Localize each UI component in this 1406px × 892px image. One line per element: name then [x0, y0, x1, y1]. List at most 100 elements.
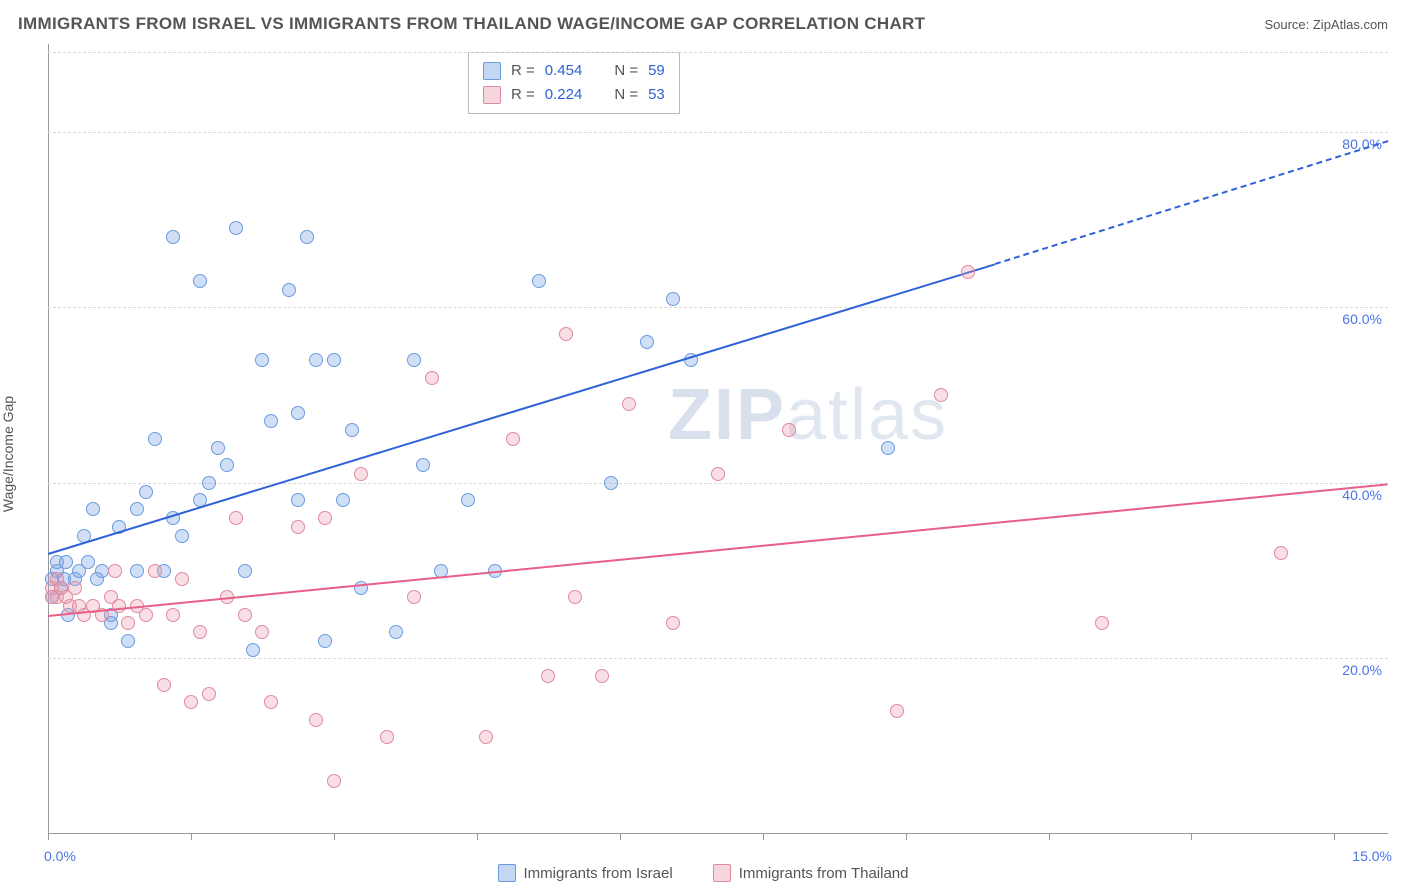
data-point: [318, 634, 332, 648]
data-point: [327, 774, 341, 788]
x-tick: [1191, 834, 1192, 840]
stats-row: R =0.224N =53: [483, 83, 665, 107]
y-tick-label: 60.0%: [1342, 311, 1382, 327]
stat-n-value: 59: [648, 59, 665, 83]
data-point: [318, 511, 332, 525]
x-tick: [334, 834, 335, 840]
y-axis: [48, 44, 49, 834]
x-tick: [1334, 834, 1335, 840]
data-point: [229, 511, 243, 525]
data-point: [425, 371, 439, 385]
data-point: [264, 414, 278, 428]
gridline: [48, 132, 1388, 133]
legend-item-israel: Immigrants from Israel: [498, 864, 673, 882]
data-point: [327, 353, 341, 367]
trend-line-extrapolated: [995, 141, 1389, 266]
legend-item-thailand: Immigrants from Thailand: [713, 864, 909, 882]
data-point: [202, 476, 216, 490]
stat-r-value: 0.454: [545, 59, 583, 83]
data-point: [166, 230, 180, 244]
stats-swatch: [483, 62, 501, 80]
data-point: [95, 564, 109, 578]
stat-n-label: N =: [614, 83, 638, 107]
gridline: [48, 658, 1388, 659]
x-tick: [191, 834, 192, 840]
data-point: [666, 616, 680, 630]
data-point: [309, 713, 323, 727]
data-point: [291, 520, 305, 534]
x-axis: [48, 833, 1388, 834]
data-point: [479, 730, 493, 744]
x-label-min: 0.0%: [44, 848, 76, 864]
data-point: [345, 423, 359, 437]
data-point: [309, 353, 323, 367]
data-point: [81, 555, 95, 569]
x-label-max: 15.0%: [1352, 848, 1392, 864]
data-point: [184, 695, 198, 709]
data-point: [568, 590, 582, 604]
data-point: [1274, 546, 1288, 560]
data-point: [666, 292, 680, 306]
data-point: [336, 493, 350, 507]
data-point: [291, 493, 305, 507]
data-point: [604, 476, 618, 490]
data-point: [416, 458, 430, 472]
trend-line: [48, 483, 1388, 617]
data-point: [782, 423, 796, 437]
data-point: [282, 283, 296, 297]
data-point: [934, 388, 948, 402]
data-point: [595, 669, 609, 683]
stat-n-label: N =: [614, 59, 638, 83]
gridline: [48, 52, 1388, 53]
y-tick-label: 40.0%: [1342, 487, 1382, 503]
x-tick: [906, 834, 907, 840]
data-point: [640, 335, 654, 349]
data-point: [532, 274, 546, 288]
data-point: [130, 564, 144, 578]
data-point: [541, 669, 555, 683]
gridline: [48, 307, 1388, 308]
data-point: [130, 502, 144, 516]
data-point: [559, 327, 573, 341]
source-label: Source: ZipAtlas.com: [1264, 17, 1388, 32]
data-point: [461, 493, 475, 507]
data-point: [238, 564, 252, 578]
data-point: [157, 678, 171, 692]
data-point: [175, 572, 189, 586]
legend-label: Immigrants from Thailand: [739, 865, 909, 882]
data-point: [407, 590, 421, 604]
data-point: [59, 555, 73, 569]
data-point: [255, 353, 269, 367]
data-point: [211, 441, 225, 455]
stat-r-value: 0.224: [545, 83, 583, 107]
legend-label: Immigrants from Israel: [524, 865, 673, 882]
y-axis-label: Wage/Income Gap: [0, 396, 16, 512]
x-tick: [48, 834, 49, 840]
legend-swatch-blue: [498, 864, 516, 882]
data-point: [890, 704, 904, 718]
stat-r-label: R =: [511, 59, 535, 83]
legend-swatch-pink: [713, 864, 731, 882]
data-point: [246, 643, 260, 657]
data-point: [175, 529, 189, 543]
watermark: ZIPatlas: [668, 374, 948, 456]
data-point: [202, 687, 216, 701]
data-point: [193, 274, 207, 288]
stats-row: R = 0.454 N = 59: [483, 59, 665, 83]
data-point: [148, 564, 162, 578]
gridline: [48, 483, 1388, 484]
data-point: [68, 581, 82, 595]
data-point: [506, 432, 520, 446]
data-point: [961, 265, 975, 279]
data-point: [291, 406, 305, 420]
legend: Immigrants from Israel Immigrants from T…: [0, 864, 1406, 882]
chart-title: IMMIGRANTS FROM ISRAEL VS IMMIGRANTS FRO…: [18, 14, 925, 34]
data-point: [238, 608, 252, 622]
y-tick-label: 20.0%: [1342, 662, 1382, 678]
data-point: [166, 608, 180, 622]
x-tick: [620, 834, 621, 840]
data-point: [121, 616, 135, 630]
data-point: [881, 441, 895, 455]
data-point: [300, 230, 314, 244]
data-point: [1095, 616, 1109, 630]
